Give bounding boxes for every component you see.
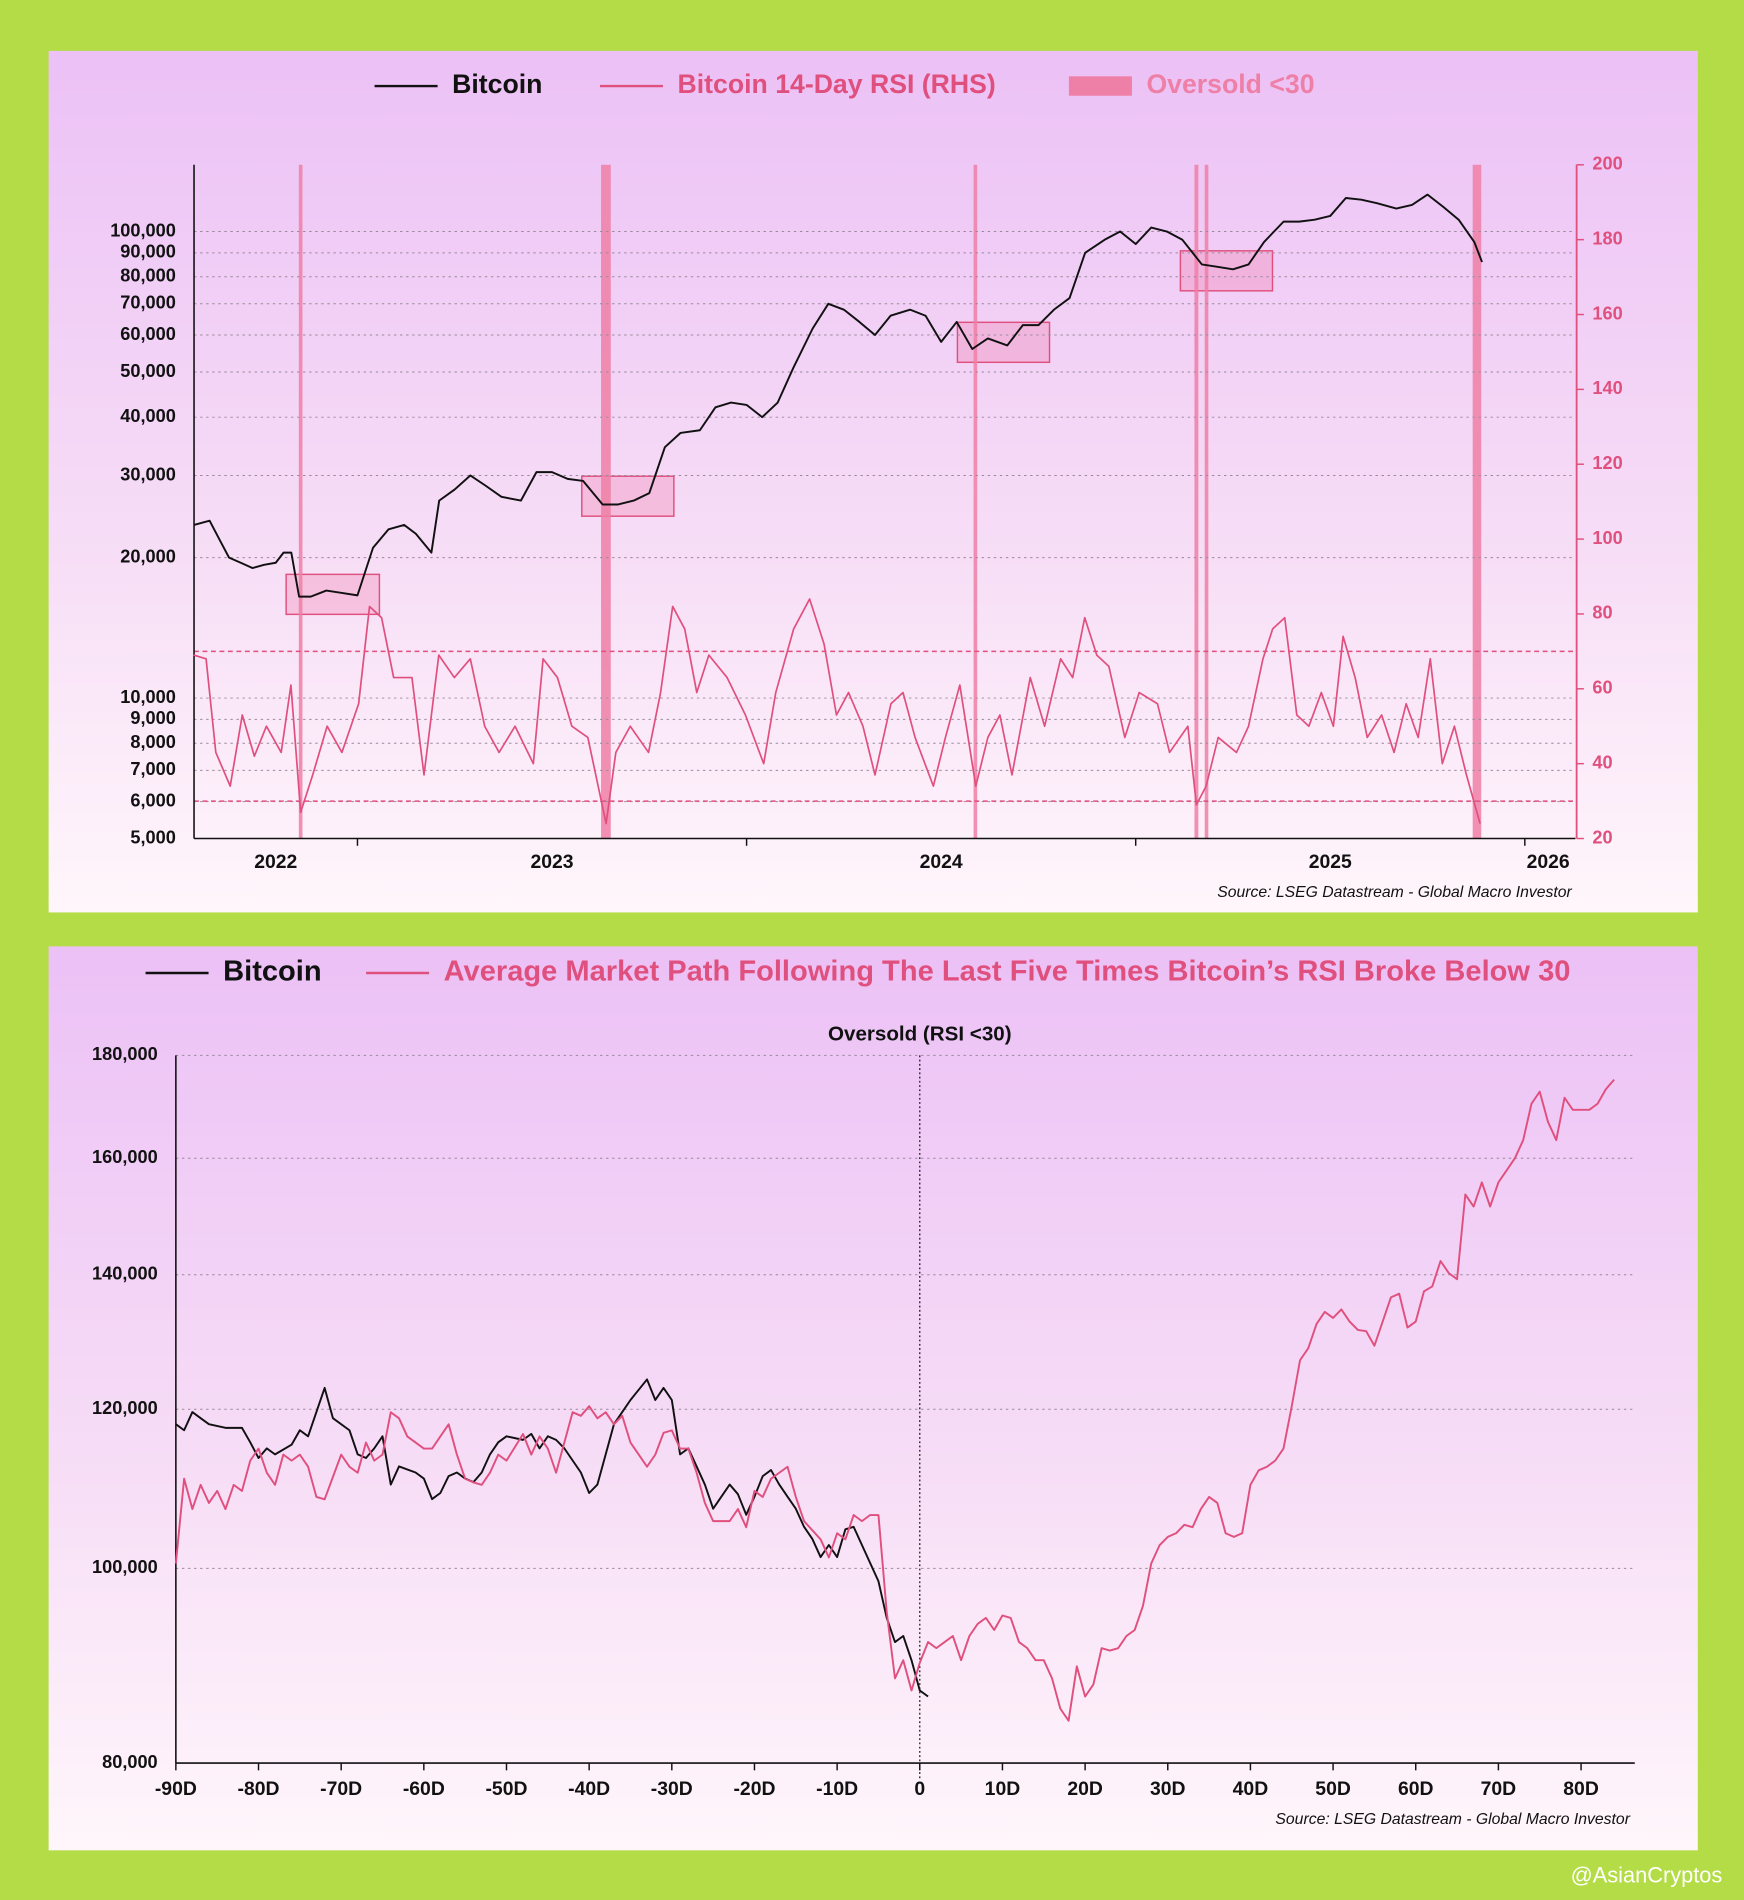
- x-tick-label: -10D: [816, 1778, 858, 1800]
- y-tick-label: 9,000: [130, 708, 175, 728]
- y-tick-label: 120,000: [92, 1398, 158, 1418]
- y-tick-label: 60,000: [120, 324, 176, 344]
- x-tick-label: 60D: [1398, 1778, 1434, 1800]
- y2-tick-label: 20: [1592, 827, 1612, 847]
- y-tick-label: 80,000: [120, 266, 176, 286]
- x-tick-label: -50D: [485, 1778, 527, 1800]
- y-tick-label: 70,000: [120, 293, 176, 313]
- y-tick-label: 160,000: [92, 1147, 158, 1167]
- y-tick-label: 30,000: [120, 464, 176, 484]
- x-tick-label: 10D: [985, 1778, 1021, 1800]
- y-tick-label: 50,000: [120, 361, 176, 381]
- x-tick-label: -60D: [403, 1778, 445, 1800]
- annotation-text: Oversold (RSI <30): [828, 1022, 1012, 1045]
- y2-tick-label: 100: [1592, 528, 1622, 548]
- source-note: Source: LSEG Datastream - Global Macro I…: [1217, 884, 1572, 901]
- y2-tick-label: 160: [1592, 303, 1622, 323]
- x-tick-label: 40D: [1233, 1778, 1269, 1800]
- y2-tick-label: 140: [1592, 378, 1622, 398]
- oversold-band: [1472, 164, 1482, 839]
- x-tick-label: -80D: [238, 1778, 280, 1800]
- oversold-band: [1204, 164, 1209, 839]
- y-tick-label: 7,000: [130, 759, 175, 779]
- x-tick-label: 2023: [530, 851, 573, 873]
- x-tick-label: -70D: [320, 1778, 362, 1800]
- x-tick-label: -20D: [733, 1778, 775, 1800]
- y2-tick-label: 80: [1592, 603, 1612, 623]
- legend-label: Bitcoin: [223, 956, 322, 988]
- panel: [48, 50, 1698, 913]
- legend-label: Bitcoin 14-Day RSI (RHS): [678, 69, 996, 99]
- oversold-band: [973, 164, 978, 839]
- y-tick-label: 10,000: [120, 687, 176, 707]
- panel: [48, 946, 1698, 1851]
- y-tick-label: 5,000: [130, 827, 175, 847]
- oversold-band: [298, 164, 303, 839]
- y-tick-label: 6,000: [130, 790, 175, 810]
- x-tick-label: 80D: [1563, 1778, 1599, 1800]
- y2-tick-label: 60: [1592, 678, 1612, 698]
- y-tick-label: 80,000: [102, 1752, 158, 1772]
- watermark: @AsianCryptos: [1571, 1863, 1723, 1888]
- x-tick-label: 0: [914, 1778, 925, 1800]
- legend-label: Oversold <30: [1146, 69, 1314, 99]
- y-tick-label: 90,000: [120, 242, 176, 262]
- y-tick-label: 140,000: [92, 1264, 158, 1284]
- x-tick-label: 2026: [1527, 851, 1570, 873]
- y-tick-label: 100,000: [110, 220, 176, 240]
- y2-tick-label: 200: [1592, 154, 1622, 174]
- legend-swatch: [1068, 76, 1132, 96]
- x-tick-label: -90D: [155, 1778, 197, 1800]
- highlight-box: [956, 321, 1051, 364]
- legend-label: Bitcoin: [452, 69, 542, 99]
- x-tick-label: 50D: [1315, 1778, 1351, 1800]
- y2-tick-label: 180: [1592, 228, 1622, 248]
- highlight-box: [1179, 250, 1274, 292]
- x-tick-label: -40D: [568, 1778, 610, 1800]
- y-tick-label: 20,000: [120, 546, 176, 566]
- y-tick-label: 40,000: [120, 406, 176, 426]
- legend-label: Average Market Path Following The Last F…: [444, 956, 1571, 988]
- x-tick-label: 70D: [1481, 1778, 1517, 1800]
- x-tick-label: 2024: [920, 851, 963, 873]
- y2-tick-label: 120: [1592, 453, 1622, 473]
- highlight-box: [581, 475, 675, 517]
- y-tick-label: 180,000: [92, 1044, 158, 1064]
- oversold-band: [601, 164, 611, 839]
- series-line: [193, 598, 1481, 825]
- chart: 80,000 100,000 120,000 140,000 160,000 180,00…: [92, 956, 1635, 1828]
- x-tick-label: 20D: [1067, 1778, 1103, 1800]
- y-tick-label: 100,000: [92, 1557, 158, 1577]
- series-line: [193, 193, 1483, 598]
- x-tick-label: 2022: [254, 851, 297, 873]
- x-tick-label: -30D: [651, 1778, 693, 1800]
- series-line: [175, 1378, 929, 1698]
- x-tick-label: 30D: [1150, 1778, 1186, 1800]
- series-line: [174, 1078, 1615, 1722]
- x-tick-label: 2025: [1309, 851, 1352, 873]
- y2-tick-label: 40: [1592, 752, 1612, 772]
- y-tick-label: 8,000: [130, 732, 175, 752]
- source-note: Source: LSEG Datastream - Global Macro I…: [1275, 1811, 1630, 1828]
- oversold-band: [1194, 164, 1199, 839]
